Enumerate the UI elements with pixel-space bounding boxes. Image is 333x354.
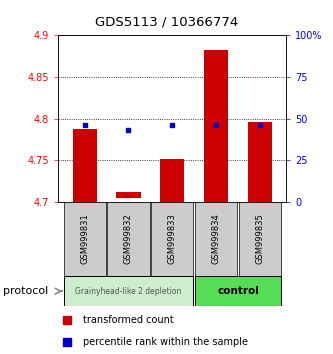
- Bar: [64, 202, 106, 276]
- Text: percentile rank within the sample: percentile rank within the sample: [83, 337, 248, 347]
- Bar: [73, 130, 97, 202]
- Bar: [248, 122, 272, 202]
- Text: transformed count: transformed count: [83, 315, 174, 325]
- Bar: [195, 202, 237, 276]
- Text: GSM999832: GSM999832: [124, 213, 133, 264]
- Text: control: control: [217, 286, 259, 296]
- Text: GSM999834: GSM999834: [212, 213, 221, 264]
- Bar: [108, 202, 150, 276]
- Bar: [239, 202, 281, 276]
- Text: GSM999833: GSM999833: [168, 213, 177, 264]
- Bar: [64, 276, 193, 306]
- Bar: [204, 50, 228, 202]
- Text: protocol: protocol: [3, 286, 49, 296]
- Bar: [195, 276, 281, 306]
- Bar: [160, 159, 184, 202]
- Bar: [117, 192, 141, 198]
- Text: Grainyhead-like 2 depletion: Grainyhead-like 2 depletion: [75, 287, 181, 296]
- Text: GDS5113 / 10366774: GDS5113 / 10366774: [95, 16, 238, 29]
- Text: GSM999835: GSM999835: [255, 213, 264, 264]
- Bar: [151, 202, 193, 276]
- Text: GSM999831: GSM999831: [80, 213, 89, 264]
